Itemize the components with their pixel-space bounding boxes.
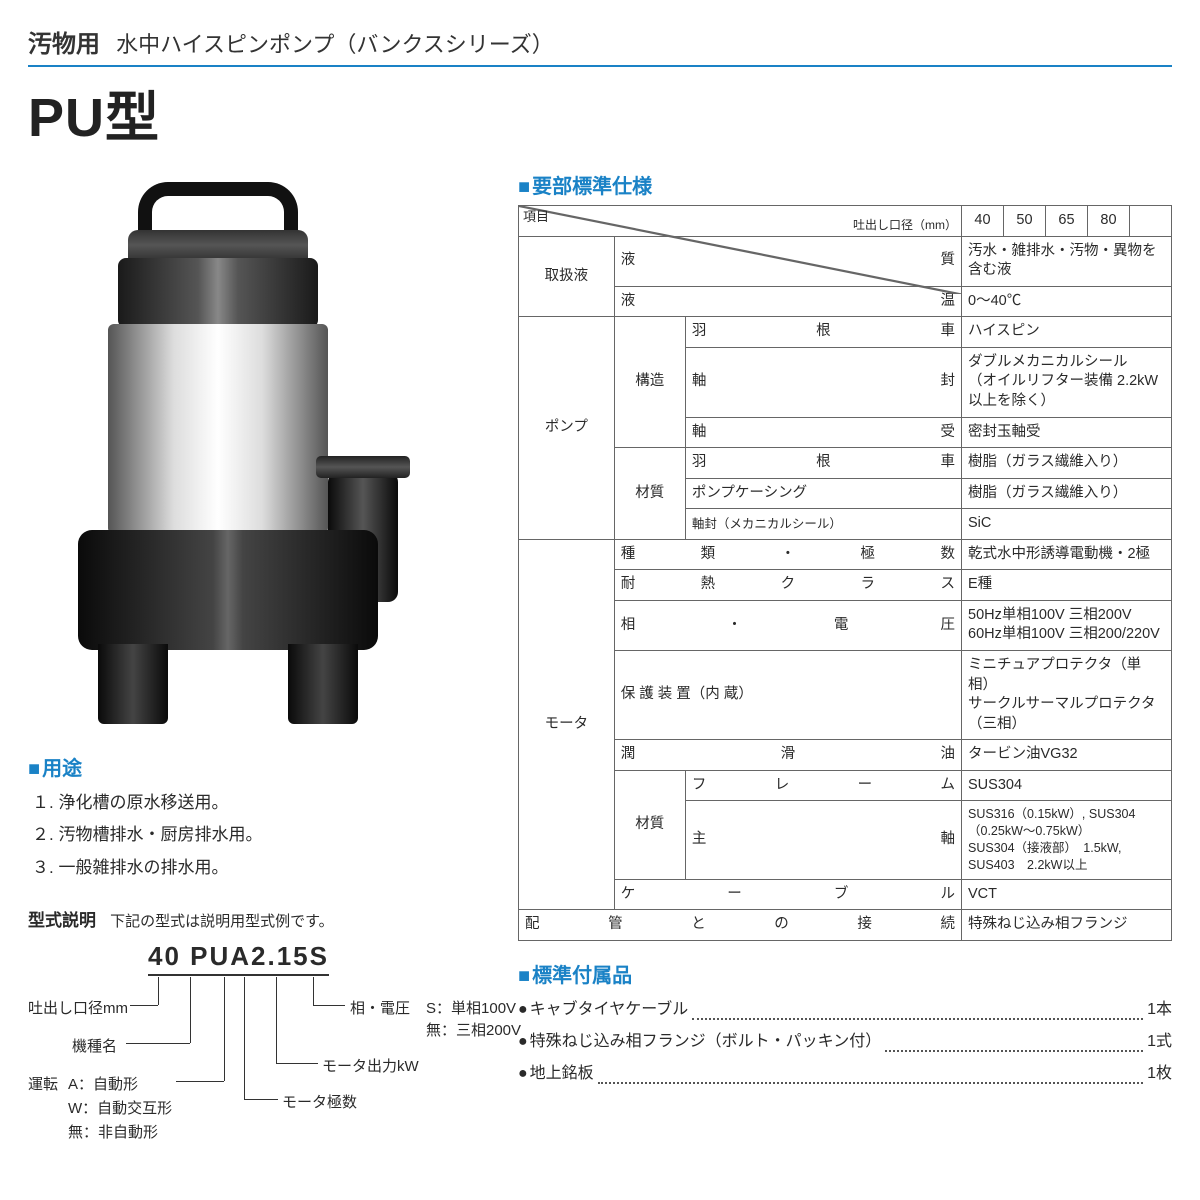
label-op-a: A：自動形 bbox=[68, 1073, 138, 1094]
spec-attr: 軸封（メカニカルシール） bbox=[685, 509, 961, 540]
spec-attr: 軸 封 bbox=[685, 347, 961, 417]
dia-80: 80 bbox=[1088, 206, 1130, 237]
spec-attr: 耐 熱 ク ラ ス bbox=[614, 570, 961, 601]
page-category: 汚物用 水中ハイスピンポンプ（バンクスシリーズ） bbox=[28, 24, 1172, 59]
spec-attr: ケ ー ブ ル bbox=[614, 879, 961, 910]
label-operation-head: 運転 bbox=[28, 1073, 58, 1094]
spec-heading: 要部標準仕様 bbox=[518, 170, 1172, 199]
label-output: モータ出力kW bbox=[322, 1055, 419, 1076]
spec-attr: 羽 根 車 bbox=[685, 317, 961, 348]
group-pump: ポンプ bbox=[519, 317, 615, 540]
spec-val: 50Hz単相100V 三相200V 60Hz単相100V 三相200/220V bbox=[962, 600, 1172, 650]
model-explain-title: 型式説明 bbox=[28, 911, 96, 930]
subgroup-material: 材質 bbox=[614, 448, 685, 540]
header-rule bbox=[28, 65, 1172, 67]
spec-val: 樹脂（ガラス繊維入り） bbox=[962, 448, 1172, 479]
spec-val: ハイスピン bbox=[962, 317, 1172, 348]
spec-attr: 主 軸 bbox=[685, 801, 961, 880]
uses-list: １. 浄化槽の原水移送用。 ２. 汚物槽排水・厨房排水用。 ３. 一般雑排水の排… bbox=[32, 787, 488, 884]
spec-val: 汚水・雑排水・汚物・異物を含む液 bbox=[962, 236, 1172, 286]
label-op-w: W：自動交互形 bbox=[68, 1097, 172, 1118]
accessory-item: 地上銘板 1枚 bbox=[518, 1058, 1172, 1090]
subgroup-motor-material: 材質 bbox=[614, 770, 685, 879]
spec-val: SUS304 bbox=[962, 770, 1172, 801]
label-phase-s: S：単相100V bbox=[426, 997, 516, 1018]
group-motor: モータ bbox=[519, 539, 615, 910]
spec-val: ダブルメカニカルシール （オイルリフター装備 2.2kW以上を除く） bbox=[962, 347, 1172, 417]
spec-val: 樹脂（ガラス繊維入り） bbox=[962, 478, 1172, 509]
label-series: 機種名 bbox=[72, 1035, 117, 1056]
model-heading: PU型 bbox=[28, 73, 1172, 152]
dia-65: 65 bbox=[1046, 206, 1088, 237]
spec-val: SiC bbox=[962, 509, 1172, 540]
model-code: 40 PUA2.15S bbox=[148, 941, 329, 976]
spec-val: 特殊ねじ込み相フランジ bbox=[962, 910, 1172, 941]
accessory-item: キャブタイヤケーブル 1本 bbox=[518, 994, 1172, 1026]
label-poles: モータ極数 bbox=[282, 1091, 357, 1112]
spec-attr: 羽 根 車 bbox=[685, 448, 961, 479]
subgroup-structure: 構造 bbox=[614, 317, 685, 448]
label-phase-none: 無：三相200V bbox=[426, 1019, 521, 1040]
spec-val: 密封玉軸受 bbox=[962, 417, 1172, 448]
spec-val: 0〜40℃ bbox=[962, 286, 1172, 317]
spec-attr: 軸 受 bbox=[685, 417, 961, 448]
spec-attr: 潤 滑 油 bbox=[614, 740, 961, 771]
use-item: １. 浄化槽の原水移送用。 bbox=[32, 787, 488, 819]
label-discharge: 吐出し口径mm bbox=[28, 997, 128, 1018]
model-explain-note: 下記の型式は説明用型式例です。 bbox=[110, 913, 334, 930]
label-op-none: 無：非自動形 bbox=[68, 1121, 158, 1142]
product-illustration bbox=[38, 172, 418, 732]
spec-val: 乾式水中形誘導電動機・2極 bbox=[962, 539, 1172, 570]
spec-table: 項目 吐出し口径（mm） 40 50 65 80 取扱液 液 質 汚水・雑排水・… bbox=[518, 205, 1172, 941]
spec-attr: 相 ・ 電 圧 bbox=[614, 600, 961, 650]
spec-attr: 配 管 と の 接 続 bbox=[519, 910, 962, 941]
model-explanation: 型式説明 下記の型式は説明用型式例です。 40 PUA2.15S 吐出し口径mm… bbox=[28, 906, 488, 1161]
spec-val: VCT bbox=[962, 879, 1172, 910]
spec-attr: 保 護 装 置（内 蔵） bbox=[614, 651, 961, 740]
dia-50: 50 bbox=[1004, 206, 1046, 237]
uses-heading: 用途 bbox=[28, 752, 488, 781]
use-item: ３. 一般雑排水の排水用。 bbox=[32, 852, 488, 884]
label-phase-head: 相・電圧 bbox=[350, 997, 410, 1018]
dia-40: 40 bbox=[962, 206, 1004, 237]
model-code-diagram: 40 PUA2.15S 吐出し口径mm 機種名 運転 A：自動形 W：自動交互形… bbox=[28, 941, 488, 1161]
accessories-heading: 標準付属品 bbox=[518, 959, 1172, 988]
spec-val: ミニチュアプロテクタ（単相） サークルサーマルプロテクタ（三相） bbox=[962, 651, 1172, 740]
spec-header-diag: 項目 吐出し口径（mm） bbox=[519, 206, 962, 237]
spec-val: SUS316（0.15kW）, SUS304（0.25kW〜0.75kW） SU… bbox=[962, 801, 1172, 880]
category-rest: 水中ハイスピンポンプ（バンクスシリーズ） bbox=[116, 32, 554, 57]
accessories-list: キャブタイヤケーブル 1本 特殊ねじ込み相フランジ（ボルト・パッキン付） 1式 … bbox=[518, 994, 1172, 1090]
spec-attr: ポンプケーシング bbox=[685, 478, 961, 509]
spec-val: タービン油VG32 bbox=[962, 740, 1172, 771]
spec-attr: 種 類 ・ 極 数 bbox=[614, 539, 961, 570]
accessory-item: 特殊ねじ込み相フランジ（ボルト・パッキン付） 1式 bbox=[518, 1026, 1172, 1058]
spec-attr: フ レ ー ム bbox=[685, 770, 961, 801]
spec-val: E種 bbox=[962, 570, 1172, 601]
dia-blank bbox=[1130, 206, 1172, 237]
category-bold: 汚物用 bbox=[28, 31, 100, 58]
use-item: ２. 汚物槽排水・厨房排水用。 bbox=[32, 819, 488, 851]
